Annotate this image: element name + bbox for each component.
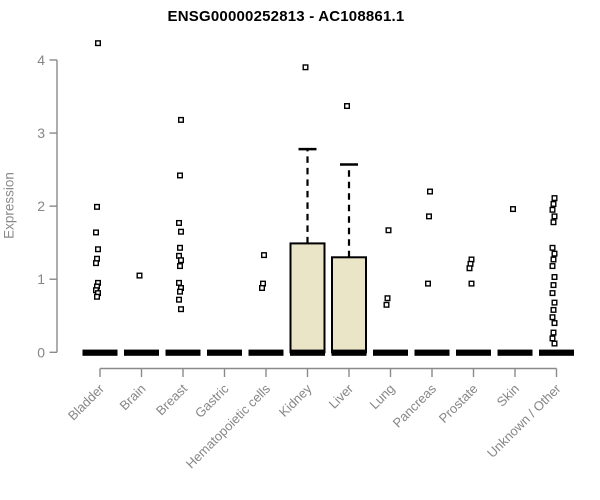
data-point [176, 244, 183, 251]
data-point [551, 299, 558, 306]
data-point [177, 306, 184, 313]
data-point [551, 320, 558, 327]
y-tick-label: 2 [37, 198, 45, 214]
median-bar [207, 349, 242, 356]
data-point [92, 229, 99, 236]
data-point [510, 206, 517, 213]
x-tick-label: Pancreas [390, 381, 440, 431]
data-point [177, 228, 184, 235]
median-bar [331, 349, 367, 356]
y-tick-label: 0 [37, 344, 45, 360]
data-point [92, 260, 99, 267]
data-point [549, 244, 556, 251]
data-point [176, 288, 183, 295]
data-point [550, 306, 557, 313]
median-bar [539, 349, 574, 356]
chart-title: ENSG00000252813 - AC108861.1 [167, 8, 405, 25]
median-bar [248, 349, 284, 356]
x-tick-label: Brain [117, 381, 149, 413]
data-point [550, 282, 557, 289]
data-point [175, 296, 182, 303]
data-point [549, 263, 556, 270]
data-point [93, 293, 100, 300]
median-bar [124, 349, 159, 356]
data-point [426, 213, 433, 220]
x-tick-label: Bladder [65, 381, 108, 424]
data-point [551, 195, 558, 202]
median-bar [165, 349, 201, 356]
x-tick-label: Lung [367, 381, 398, 412]
data-point [177, 116, 184, 123]
data-point [468, 280, 475, 287]
data-point [94, 40, 101, 47]
y-tick-label: 3 [37, 125, 45, 141]
data-point [259, 284, 266, 291]
median-bar [290, 349, 325, 356]
median-bar [414, 349, 450, 356]
x-tick-label: Prostate [436, 381, 481, 426]
data-point [427, 188, 434, 195]
data-point [261, 252, 268, 259]
data-point [550, 329, 557, 336]
data-point [385, 227, 392, 234]
data-point [550, 200, 557, 207]
data-point [550, 256, 557, 263]
data-point [551, 274, 558, 281]
x-tick-label: Gastric [192, 381, 232, 421]
median-bar [456, 349, 491, 356]
box [331, 256, 367, 354]
x-tick-label: Breast [153, 381, 190, 418]
data-point [466, 265, 473, 272]
data-point [384, 295, 391, 302]
data-point [175, 279, 182, 286]
data-point [176, 263, 183, 270]
y-tick-label: 4 [37, 52, 45, 68]
data-point [302, 64, 309, 71]
data-point [550, 219, 557, 226]
x-tick-label: Skin [494, 381, 522, 409]
y-tick-label: 1 [37, 271, 45, 287]
data-point [551, 213, 558, 220]
x-tick-label: Kidney [276, 381, 315, 420]
x-tick-label: Liver [326, 381, 357, 412]
data-point [177, 257, 184, 264]
data-point [176, 172, 183, 179]
data-point [549, 335, 556, 342]
data-point [175, 219, 182, 226]
data-point [94, 246, 101, 253]
median-bar [373, 349, 408, 356]
x-tick-label: Unknown / Other [484, 381, 564, 461]
data-point [549, 206, 556, 213]
box [289, 242, 326, 354]
data-point [344, 103, 351, 110]
data-point [425, 280, 432, 287]
data-point [136, 272, 143, 279]
data-point [551, 340, 558, 347]
data-point [549, 290, 556, 297]
data-point [551, 250, 558, 257]
median-bar [497, 349, 533, 356]
data-point [549, 314, 556, 321]
data-point [383, 301, 390, 308]
median-bar [82, 349, 118, 356]
data-point [93, 203, 100, 210]
